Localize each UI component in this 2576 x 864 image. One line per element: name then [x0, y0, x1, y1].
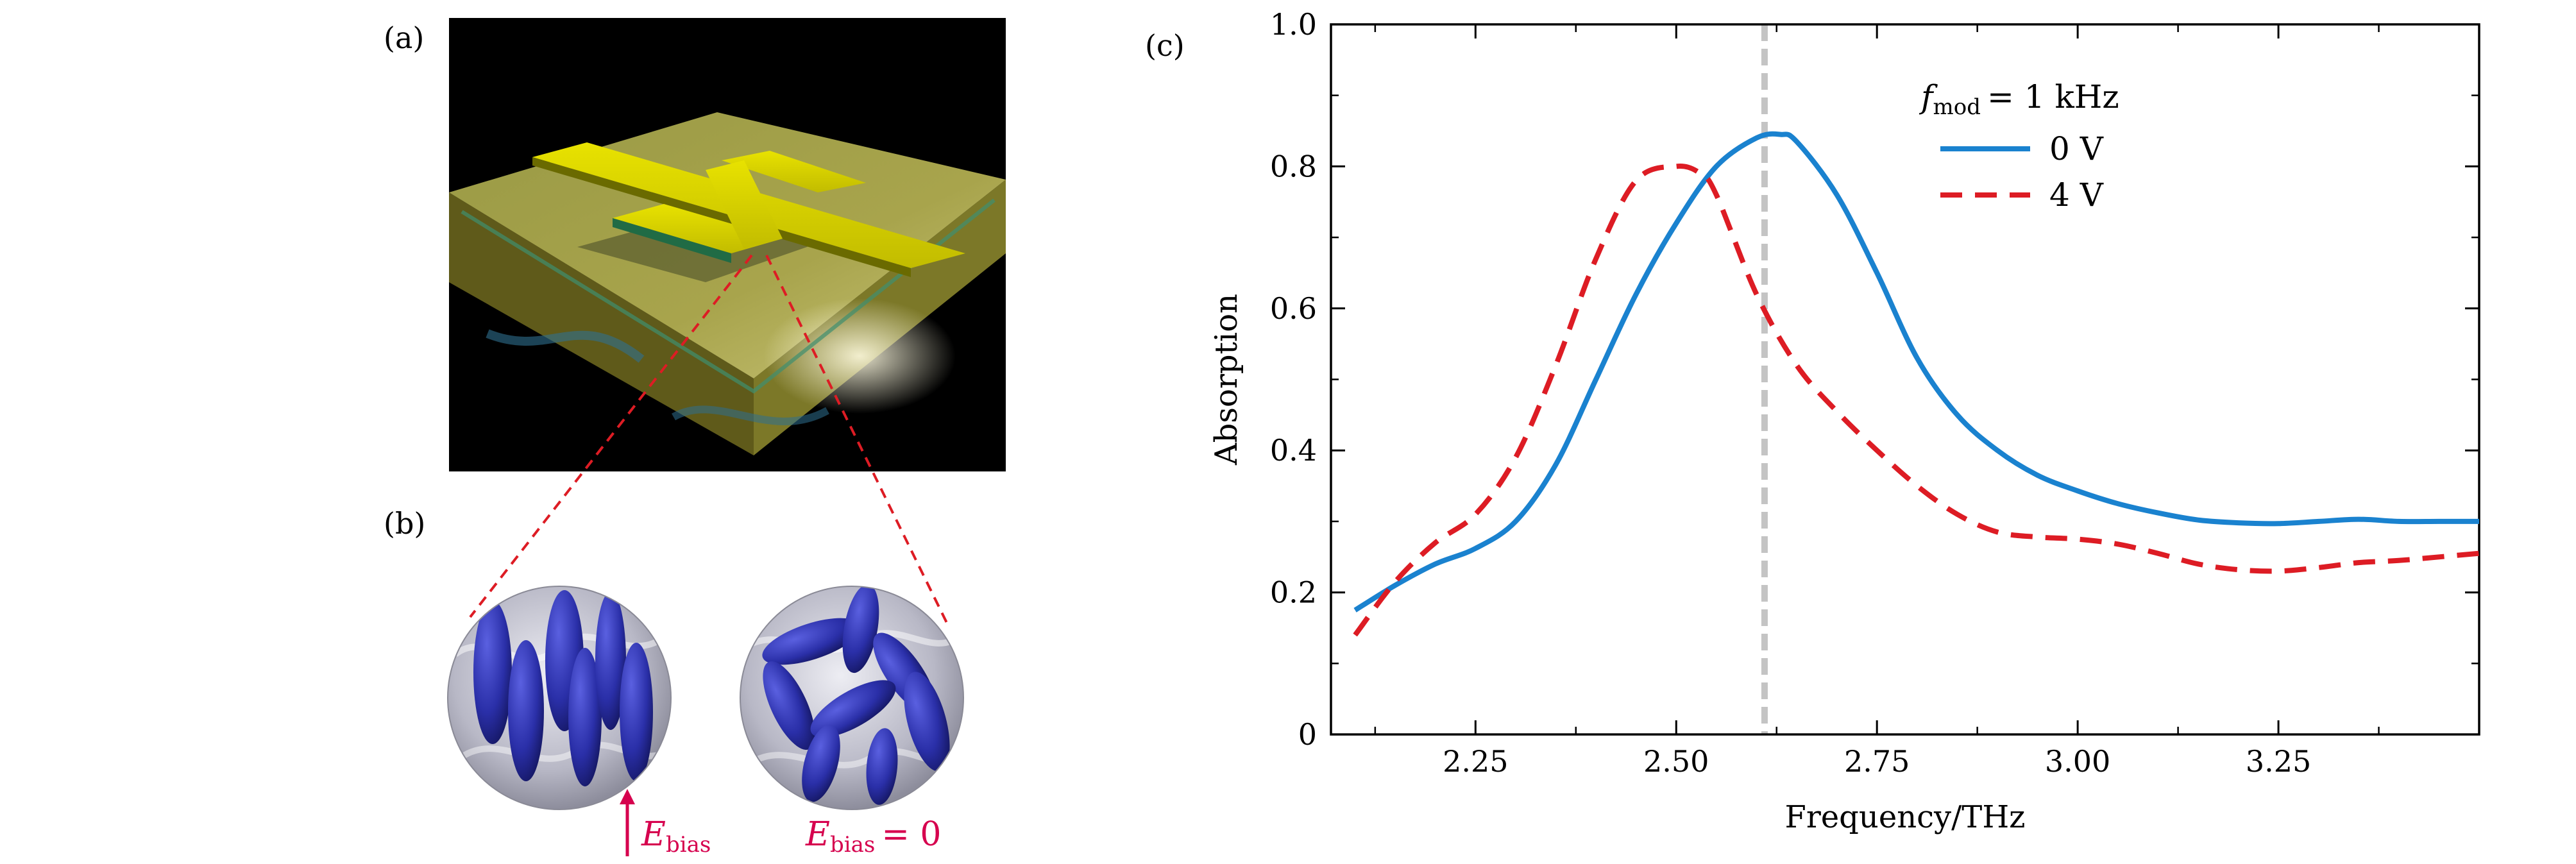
molecule [762, 618, 861, 665]
molecule [802, 724, 840, 802]
x-axis-label: Frequency/THz [1785, 799, 2026, 835]
series-line-4V [1353, 164, 2479, 637]
molecule [595, 591, 626, 730]
molecule [904, 672, 950, 772]
gold-resonator [532, 142, 965, 277]
y-tick-label: 1.0 [1270, 7, 1317, 42]
x-tick-label: 3.00 [2045, 744, 2110, 779]
e-bias-arrow [620, 789, 635, 856]
molecule [508, 640, 544, 781]
panel-a-label: (a) [384, 21, 424, 55]
panel-c-label: (c) [1145, 28, 1185, 63]
device-render [449, 112, 1006, 455]
molecule [473, 600, 512, 744]
x-tick-label: 2.25 [1443, 744, 1508, 779]
molecule [763, 661, 815, 750]
e-bias-label: Ebias [641, 815, 711, 858]
y-tick-label: 0 [1298, 717, 1317, 752]
panel-b-label: (b) [384, 506, 425, 541]
molecules-unbiased [740, 586, 964, 810]
molecule [842, 586, 879, 673]
y-tick-label: 0.2 [1270, 575, 1317, 610]
x-tick-label: 2.75 [1844, 744, 1910, 779]
y-tick-label: 0.6 [1270, 291, 1317, 326]
absorption-chart: 2.25 2.50 2.75 3.00 3.25 0 0.2 0.4 0.6 0.8 1.0 Freq… [1208, 7, 2480, 835]
panel-b: (b) [384, 254, 964, 858]
y-axis-label: Absorption [1208, 294, 1244, 466]
plot-frame [1330, 23, 2480, 736]
molecule [568, 648, 602, 786]
molecule [866, 728, 898, 805]
y-tick-label: 0.4 [1270, 433, 1317, 468]
x-tick-label: 3.25 [2246, 744, 2311, 779]
legend-label-0V: 0 V [2049, 130, 2104, 167]
legend-title: fmod = 1 kHz [1919, 78, 2119, 120]
panel-a: (a) [384, 18, 1006, 471]
e-bias-zero-label: Ebias = 0 [805, 815, 942, 858]
zoom-line-left [469, 254, 753, 618]
y-tick-label: 0.8 [1270, 149, 1317, 183]
molecules-biased [447, 586, 672, 810]
molecule [810, 680, 896, 738]
legend-label-4V: 4 V [2049, 176, 2104, 214]
x-tick-label: 2.50 [1643, 744, 1709, 779]
panel-c: (c) 2.25 2.50 2.75 3.00 3.25 0 0.2 0.4 0.6 0.8 1.0… [1145, 7, 2480, 835]
molecule [620, 643, 653, 781]
series-line-0V [1353, 131, 2479, 613]
